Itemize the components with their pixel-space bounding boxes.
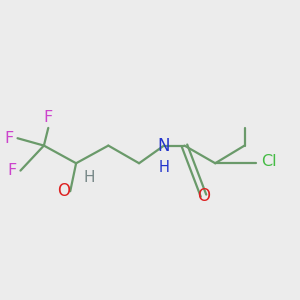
Text: F: F	[5, 131, 14, 146]
Text: Cl: Cl	[262, 154, 277, 169]
Text: F: F	[44, 110, 53, 125]
Text: O: O	[197, 187, 210, 205]
Text: F: F	[8, 163, 17, 178]
Text: N: N	[158, 136, 170, 154]
Text: O: O	[57, 182, 70, 200]
Text: H: H	[83, 169, 95, 184]
Text: H: H	[158, 160, 169, 175]
